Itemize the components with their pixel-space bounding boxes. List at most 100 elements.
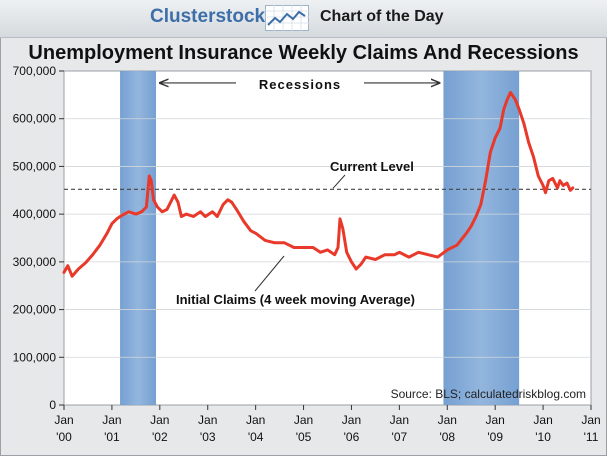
data-point bbox=[235, 208, 238, 211]
data-point bbox=[180, 215, 183, 218]
data-point bbox=[556, 186, 559, 190]
data-point bbox=[502, 107, 506, 111]
y-tick-label: 500,000 bbox=[13, 159, 57, 173]
data-point bbox=[264, 239, 267, 242]
x-tick-label-year: '02 bbox=[152, 430, 168, 444]
data-point bbox=[470, 224, 473, 228]
data-point bbox=[148, 174, 151, 178]
data-point bbox=[105, 232, 109, 235]
data-point bbox=[544, 191, 547, 194]
x-tick-label-month: Jan bbox=[438, 413, 457, 427]
data-point bbox=[474, 215, 478, 218]
y-tick-label: 400,000 bbox=[13, 207, 57, 221]
data-point bbox=[547, 179, 551, 182]
data-point bbox=[91, 253, 94, 256]
data-point bbox=[70, 274, 74, 278]
x-tick-label-year: '05 bbox=[296, 430, 312, 444]
data-point bbox=[254, 232, 257, 235]
data-point bbox=[446, 248, 449, 252]
x-tick-label-month: Jan bbox=[150, 413, 169, 427]
data-point bbox=[110, 222, 114, 225]
source-note: Source: BLS; calculatedriskblog.com bbox=[391, 387, 586, 401]
x-tick-label-year: '11 bbox=[584, 430, 599, 444]
data-point bbox=[152, 198, 155, 202]
y-tick-label: 300,000 bbox=[13, 255, 57, 269]
data-point bbox=[514, 98, 517, 101]
x-tick-label-month: Jan bbox=[390, 413, 409, 427]
data-point bbox=[176, 201, 180, 204]
data-point bbox=[216, 215, 219, 218]
x-tick-label-month: Jan bbox=[533, 413, 552, 427]
current-level-pointer bbox=[332, 174, 346, 189]
recession-band-1 bbox=[120, 71, 156, 405]
x-tick-label-year: '09 bbox=[487, 430, 503, 444]
data-point bbox=[192, 215, 195, 218]
data-point bbox=[455, 243, 459, 247]
data-point bbox=[527, 141, 530, 144]
x-tick-label-year: '06 bbox=[344, 430, 360, 444]
section-title: Chart of the Day bbox=[320, 8, 444, 25]
brand-bar: Clusterstock Chart of the Day bbox=[0, 0, 607, 38]
y-tick-label: 100,000 bbox=[13, 350, 57, 364]
x-tick-label-month: Jan bbox=[102, 413, 121, 427]
data-point bbox=[551, 177, 554, 180]
series-label: Initial Claims (4 week moving Average) bbox=[176, 292, 415, 307]
data-point bbox=[558, 179, 562, 182]
data-point bbox=[565, 181, 569, 185]
chart-title: Unemployment Insurance Weekly Claims And… bbox=[28, 42, 579, 64]
data-point bbox=[77, 267, 80, 271]
data-point bbox=[532, 155, 535, 159]
data-point bbox=[341, 227, 345, 230]
data-point bbox=[145, 205, 148, 209]
data-point bbox=[374, 258, 377, 261]
y-tick-label: 0 bbox=[49, 398, 56, 412]
x-tick-label-month: Jan bbox=[342, 413, 361, 427]
x-tick-label-month: Jan bbox=[198, 413, 217, 427]
data-point bbox=[127, 210, 130, 213]
data-point bbox=[509, 91, 512, 94]
data-point bbox=[426, 253, 430, 256]
data-point bbox=[479, 203, 483, 206]
data-point bbox=[522, 122, 526, 125]
y-tick-label: 200,000 bbox=[13, 303, 57, 317]
data-point bbox=[161, 210, 164, 213]
y-tick-label: 600,000 bbox=[13, 112, 57, 126]
data-point bbox=[541, 184, 545, 187]
data-point bbox=[364, 255, 368, 259]
data-point bbox=[326, 248, 329, 252]
data-point bbox=[359, 263, 363, 266]
data-point bbox=[569, 189, 572, 192]
x-tick-label-year: '01 bbox=[104, 430, 120, 444]
x-tick-label-year: '10 bbox=[535, 430, 551, 444]
data-point bbox=[355, 267, 358, 271]
data-point bbox=[172, 193, 176, 197]
y-tick-label: 700,000 bbox=[13, 64, 57, 78]
data-point bbox=[493, 136, 497, 139]
data-point bbox=[199, 210, 202, 213]
x-tick-label-month: Jan bbox=[246, 413, 265, 427]
data-point bbox=[221, 203, 225, 206]
data-point bbox=[393, 253, 396, 256]
data-point bbox=[338, 217, 342, 221]
data-point bbox=[417, 251, 420, 254]
data-point bbox=[98, 243, 102, 247]
x-tick-label-year: '07 bbox=[392, 430, 408, 444]
recession-band-2 bbox=[443, 71, 520, 405]
data-point bbox=[165, 208, 169, 211]
series-label-pointer bbox=[254, 255, 285, 292]
data-point bbox=[336, 246, 340, 249]
data-point bbox=[84, 261, 87, 265]
data-point bbox=[345, 251, 348, 254]
x-tick-label-year: '04 bbox=[248, 430, 264, 444]
data-point bbox=[571, 186, 574, 190]
data-point bbox=[62, 271, 66, 274]
data-point bbox=[66, 264, 70, 267]
x-tick-label-year: '03 bbox=[200, 430, 216, 444]
data-point bbox=[273, 241, 276, 244]
data-point bbox=[517, 107, 521, 111]
data-point bbox=[319, 251, 322, 254]
x-tick-label-month: Jan bbox=[294, 413, 313, 427]
data-point bbox=[230, 201, 233, 204]
recessions-label: Recessions bbox=[259, 77, 341, 92]
